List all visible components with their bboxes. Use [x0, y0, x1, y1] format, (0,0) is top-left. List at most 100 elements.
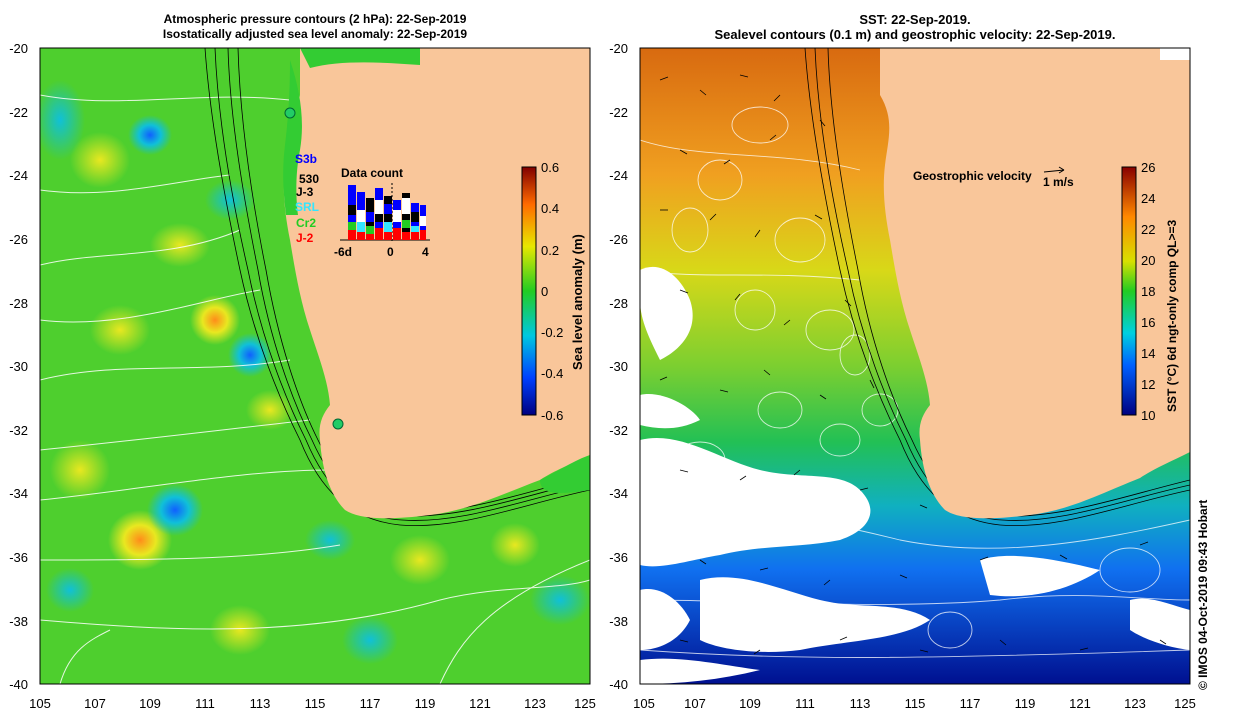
velocity-scale-label: 1 m/s	[1043, 175, 1074, 189]
svg-text:-30: -30	[9, 359, 28, 374]
sla-colorbar-label: Sea level anomaly (m)	[570, 234, 585, 370]
svg-text:-24: -24	[9, 168, 28, 183]
velocity-legend-label: Geostrophic velocity	[913, 169, 1032, 183]
svg-text:-40: -40	[609, 677, 628, 692]
sat-label-j2: J-2	[296, 231, 314, 245]
svg-text:107: 107	[684, 696, 706, 711]
svg-text:121: 121	[1069, 696, 1091, 711]
svg-text:109: 109	[739, 696, 761, 711]
svg-text:113: 113	[850, 696, 871, 711]
sst-colorbar	[1121, 166, 1137, 416]
svg-text:119: 119	[415, 696, 436, 711]
inset-tick-end: 4	[422, 245, 429, 259]
pressure-contours	[40, 94, 590, 684]
tide-gauge-marker	[332, 418, 344, 430]
svg-text:119: 119	[1015, 696, 1036, 711]
svg-text:-28: -28	[609, 296, 628, 311]
svg-text:115: 115	[905, 696, 926, 711]
svg-text:-38: -38	[609, 614, 628, 629]
svg-text:18: 18	[1141, 284, 1155, 299]
svg-text:12: 12	[1141, 377, 1155, 392]
left-title-line2: Isostatically adjusted sea level anomaly…	[162, 27, 468, 41]
svg-text:-20: -20	[9, 41, 28, 56]
svg-text:109: 109	[139, 696, 161, 711]
sst-map	[640, 48, 1190, 684]
svg-text:-26: -26	[609, 232, 628, 247]
sla-map	[40, 48, 590, 684]
cloud-mask	[640, 266, 1190, 684]
tide-gauge-marker	[284, 107, 296, 119]
svg-text:14: 14	[1141, 346, 1155, 361]
sst-colorbar-ticks: 26 24 22 20 18 16 14 12 10	[1141, 160, 1155, 423]
coastal-green-fringe	[283, 48, 590, 493]
right-lon-ticks: 105 107 109 111 113 115 117 119 121 123 …	[633, 696, 1196, 711]
data-count-inset: Data count	[334, 166, 430, 259]
svg-text:123: 123	[524, 696, 546, 711]
svg-text:-32: -32	[609, 423, 628, 438]
svg-text:0: 0	[541, 284, 548, 299]
svg-text:117: 117	[960, 696, 981, 711]
left-title-line1: Atmospheric pressure contours (2 hPa): 2…	[163, 12, 467, 26]
sla-anomaly-blobs	[40, 80, 590, 664]
svg-text:111: 111	[795, 696, 815, 711]
inset-tick-zero: 0	[387, 245, 394, 259]
svg-text:26: 26	[1141, 160, 1155, 175]
right-panel-title: SST: 22-Sep-2019. Sealevel contours (0.1…	[640, 12, 1190, 42]
velocity-scale-arrow	[1043, 166, 1065, 174]
sea-level-contours	[640, 106, 1190, 658]
svg-text:-0.4: -0.4	[541, 366, 563, 381]
geostrophic-velocity-arrows	[659, 74, 1167, 655]
left-lon-ticks: 105 107 109 111 113 115 117 119 121 123 …	[29, 696, 596, 711]
svg-text:-36: -36	[609, 550, 628, 565]
svg-text:-32: -32	[9, 423, 28, 438]
svg-text:125: 125	[1174, 696, 1196, 711]
svg-text:113: 113	[250, 696, 271, 711]
svg-text:-38: -38	[9, 614, 28, 629]
svg-text:20: 20	[1141, 253, 1155, 268]
svg-text:-22: -22	[9, 105, 28, 120]
svg-text:0.6: 0.6	[541, 160, 559, 175]
svg-text:125: 125	[574, 696, 596, 711]
svg-text:-34: -34	[609, 486, 628, 501]
sla-colorbar	[521, 166, 537, 416]
svg-text:115: 115	[305, 696, 326, 711]
svg-text:-34: -34	[9, 486, 28, 501]
sat-label-s3b: S3b	[295, 152, 318, 166]
sat-label-cr2: Cr2	[296, 216, 317, 230]
svg-text:105: 105	[633, 696, 655, 711]
svg-text:-40: -40	[9, 677, 28, 692]
right-lat-ticks: -20 -22 -24 -26 -28 -30 -32 -34 -36 -38 …	[609, 41, 628, 692]
svg-text:121: 121	[469, 696, 491, 711]
svg-text:-24: -24	[609, 168, 628, 183]
right-title-line1: SST: 22-Sep-2019.	[859, 12, 971, 27]
australia-land	[283, 48, 590, 519]
inset-tick-start: -6d	[334, 245, 352, 259]
inset-title: Data count	[341, 166, 403, 180]
svg-text:111: 111	[195, 696, 215, 711]
sla-colorbar-ticks: 0.6 0.4 0.2 0 -0.2 -0.4 -0.6	[541, 160, 563, 423]
svg-text:107: 107	[84, 696, 106, 711]
svg-text:-36: -36	[9, 550, 28, 565]
sat-label-j3: J-3	[296, 185, 314, 199]
left-panel-title: Atmospheric pressure contours (2 hPa): 2…	[40, 12, 590, 42]
inset-bars	[348, 185, 426, 240]
left-lat-ticks: -20 -22 -24 -26 -28 -30 -32 -34 -36 -38 …	[9, 41, 28, 692]
svg-text:-28: -28	[9, 296, 28, 311]
svg-text:-0.6: -0.6	[541, 408, 563, 423]
svg-text:-26: -26	[9, 232, 28, 247]
svg-text:117: 117	[360, 696, 381, 711]
svg-text:105: 105	[29, 696, 51, 711]
sat-label-srl: SRL	[295, 200, 319, 214]
right-title-line2: Sealevel contours (0.1 m) and geostrophi…	[714, 27, 1116, 42]
imos-credit: © IMOS 04-Oct-2019 09:43 Hobart	[1196, 499, 1210, 690]
svg-text:24: 24	[1141, 191, 1155, 206]
svg-text:16: 16	[1141, 315, 1155, 330]
svg-text:-0.2: -0.2	[541, 325, 563, 340]
right-map-frame	[639, 47, 1191, 685]
sst-colorbar-label: SST (°C) 6d ngt-only comp QL>=3	[1165, 220, 1179, 412]
svg-text:123: 123	[1124, 696, 1146, 711]
svg-text:-20: -20	[609, 41, 628, 56]
svg-text:-22: -22	[609, 105, 628, 120]
svg-text:0.2: 0.2	[541, 243, 559, 258]
